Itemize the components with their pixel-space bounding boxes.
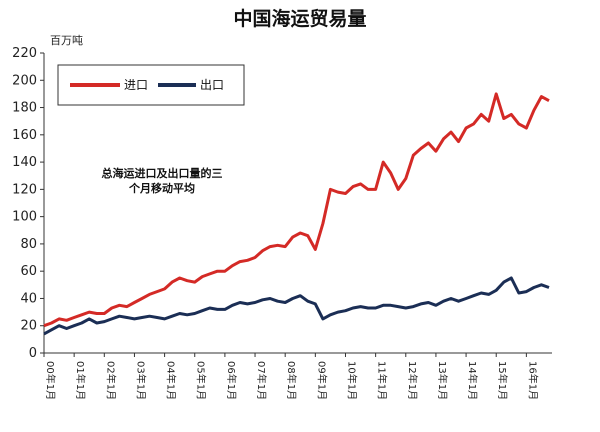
y-tick-label: 60 xyxy=(20,264,37,279)
series-line-exports xyxy=(43,276,550,336)
y-tick-label: 120 xyxy=(12,182,37,197)
x-tick-label: 12年1月 xyxy=(406,361,419,400)
y-tick-label: 200 xyxy=(12,73,37,88)
y-tick-label: 140 xyxy=(12,155,37,170)
y-axis-unit-label: 百万吨 xyxy=(50,34,83,47)
series-line-imports xyxy=(43,92,550,328)
chart-title: 中国海运贸易量 xyxy=(233,8,367,30)
x-tick-label: 01年1月 xyxy=(74,361,87,400)
x-tick-label: 04年1月 xyxy=(165,361,178,400)
legend-label-imports: 进口 xyxy=(124,78,148,92)
x-tick-label: 05年1月 xyxy=(195,361,208,400)
y-tick-label: 100 xyxy=(12,210,37,225)
x-tick-label: 16年1月 xyxy=(526,361,539,400)
x-tick-label: 08年1月 xyxy=(285,361,298,400)
y-tick-label: 0 xyxy=(29,346,37,361)
series-lines xyxy=(43,92,550,336)
y-tick-label: 40 xyxy=(20,291,37,306)
x-tick-label: 02年1月 xyxy=(104,361,117,400)
x-tick-label: 13年1月 xyxy=(436,361,449,400)
y-axis-ticks: 0 20 40 60 80 100 120 140 160 180 200 220 xyxy=(12,46,44,361)
x-tick-label: 07年1月 xyxy=(255,361,268,400)
x-axis-ticks: 00年1月 01年1月 02年1月 03年1月 04年1月 05年1月 06年1月 07年1月… xyxy=(43,353,539,400)
x-tick-label: 03年1月 xyxy=(134,361,147,400)
x-tick-label: 00年1月 xyxy=(44,361,57,400)
x-tick-label: 10年1月 xyxy=(345,361,358,400)
annotation-line-2: 个月移动平均 xyxy=(129,182,195,195)
y-tick-label: 160 xyxy=(12,128,37,143)
legend-label-exports: 出口 xyxy=(200,78,224,92)
x-tick-label: 06年1月 xyxy=(225,361,238,400)
legend: 进口 出口 xyxy=(57,64,245,106)
y-tick-label: 80 xyxy=(20,237,37,252)
x-tick-label: 14年1月 xyxy=(466,361,479,400)
annotation-line-1: 总海运进口及出口量的三 xyxy=(101,167,223,180)
chart-annotation: 总海运进口及出口量的三 个月移动平均 xyxy=(62,166,262,196)
y-tick-label: 20 xyxy=(20,319,37,334)
x-tick-label: 11年1月 xyxy=(376,361,389,400)
y-tick-label: 180 xyxy=(12,101,37,116)
y-tick-label: 220 xyxy=(12,46,37,61)
x-tick-label: 09年1月 xyxy=(315,361,328,400)
axes xyxy=(43,53,552,354)
x-tick-label: 15年1月 xyxy=(496,361,509,400)
legend-box xyxy=(57,64,245,106)
